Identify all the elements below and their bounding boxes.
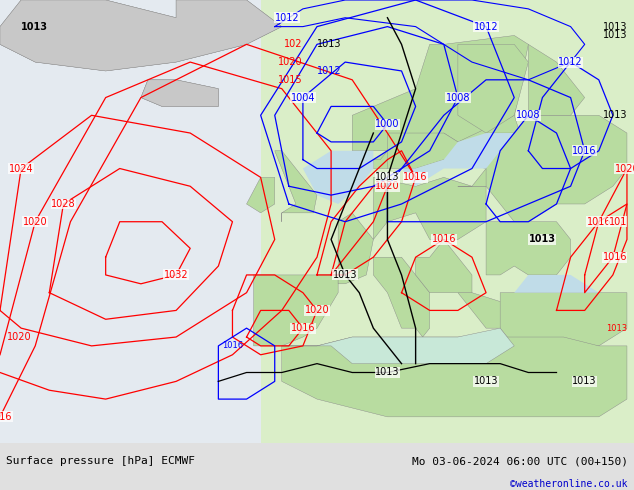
Text: ©weatheronline.co.uk: ©weatheronline.co.uk	[510, 479, 628, 490]
Text: 1013: 1013	[602, 110, 627, 121]
Text: 1012: 1012	[275, 13, 299, 23]
Text: 1008: 1008	[446, 93, 470, 102]
Text: 1020: 1020	[7, 332, 32, 342]
Text: 102: 102	[285, 39, 303, 49]
Text: 1016: 1016	[290, 323, 315, 333]
Text: Surface pressure [hPa] ECMWF: Surface pressure [hPa] ECMWF	[6, 456, 195, 466]
Text: 1020: 1020	[375, 181, 400, 191]
Text: 1016: 1016	[586, 217, 611, 227]
Text: 1020: 1020	[23, 217, 48, 227]
Text: 1013: 1013	[317, 39, 342, 49]
Text: 1016: 1016	[0, 412, 12, 422]
Text: 1013: 1013	[602, 30, 627, 41]
Text: 1020: 1020	[305, 305, 329, 316]
Text: 1013: 1013	[375, 368, 399, 377]
Text: 1024: 1024	[9, 164, 34, 173]
Text: 1020: 1020	[614, 164, 634, 173]
Text: 101: 101	[609, 217, 627, 227]
Text: 1013: 1013	[375, 172, 399, 182]
Text: 1016: 1016	[573, 146, 597, 156]
Text: 1016: 1016	[222, 342, 243, 350]
Text: 1004: 1004	[290, 93, 315, 102]
Text: 1012: 1012	[317, 66, 342, 76]
Text: 1015: 1015	[278, 75, 303, 85]
Text: 1013: 1013	[602, 22, 627, 32]
Text: 1008: 1008	[516, 110, 541, 121]
Text: 1013: 1013	[21, 22, 48, 32]
Text: 1013: 1013	[573, 376, 597, 387]
Text: 1012: 1012	[474, 22, 498, 32]
Text: 1020: 1020	[278, 57, 303, 67]
Text: 1016: 1016	[403, 172, 428, 182]
Text: 1028: 1028	[51, 199, 75, 209]
Polygon shape	[281, 328, 514, 364]
Text: 1032: 1032	[164, 270, 188, 280]
Text: 1013: 1013	[529, 234, 556, 245]
Polygon shape	[514, 275, 598, 293]
Bar	[0, 0, 261, 443]
Text: Mo 03-06-2024 06:00 UTC (00+150): Mo 03-06-2024 06:00 UTC (00+150)	[411, 456, 628, 466]
Text: 1016: 1016	[432, 234, 456, 245]
Text: 1000: 1000	[375, 119, 399, 129]
Text: 1013: 1013	[333, 270, 358, 280]
Polygon shape	[303, 151, 373, 204]
Text: 1013: 1013	[474, 376, 498, 387]
Text: 1016: 1016	[602, 252, 627, 262]
Text: 1012: 1012	[559, 57, 583, 67]
Text: 1013: 1013	[606, 324, 627, 333]
Polygon shape	[401, 133, 514, 186]
